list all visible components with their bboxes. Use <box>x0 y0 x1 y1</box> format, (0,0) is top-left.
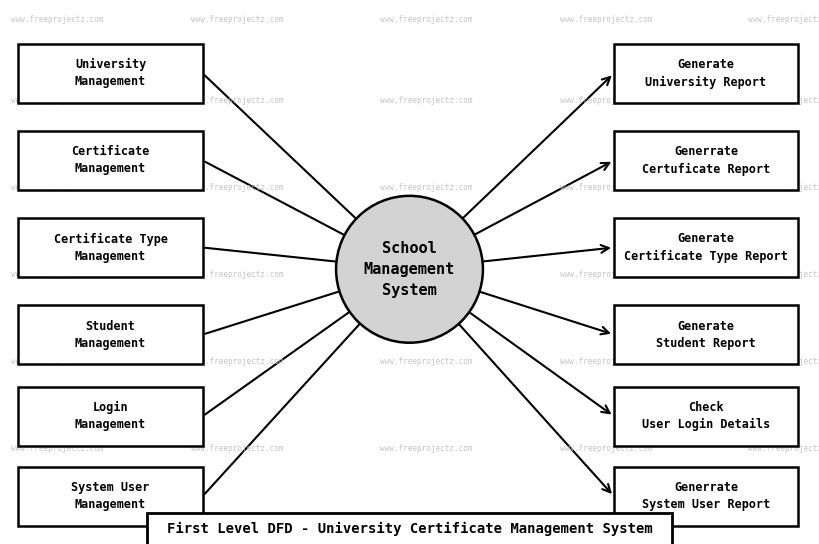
Text: Certificate
Management: Certificate Management <box>71 145 150 176</box>
Text: www.freeprojectz.com: www.freeprojectz.com <box>11 357 103 366</box>
Text: www.freeprojectz.com: www.freeprojectz.com <box>192 183 283 192</box>
Bar <box>19 218 202 277</box>
Bar <box>613 305 798 364</box>
Bar <box>19 305 202 364</box>
Text: www.freeprojectz.com: www.freeprojectz.com <box>749 183 819 192</box>
Ellipse shape <box>336 196 483 343</box>
Text: www.freeprojectz.com: www.freeprojectz.com <box>11 270 103 279</box>
Bar <box>19 467 202 526</box>
Text: www.freeprojectz.com: www.freeprojectz.com <box>380 444 472 453</box>
Text: www.freeprojectz.com: www.freeprojectz.com <box>380 357 472 366</box>
Text: www.freeprojectz.com: www.freeprojectz.com <box>749 270 819 279</box>
Bar <box>19 44 202 103</box>
Text: www.freeprojectz.com: www.freeprojectz.com <box>380 270 472 279</box>
Text: Check
User Login Details: Check User Login Details <box>642 401 770 431</box>
Text: www.freeprojectz.com: www.freeprojectz.com <box>749 15 819 23</box>
Text: www.freeprojectz.com: www.freeprojectz.com <box>749 357 819 366</box>
Text: www.freeprojectz.com: www.freeprojectz.com <box>560 183 652 192</box>
Text: www.freeprojectz.com: www.freeprojectz.com <box>560 444 652 453</box>
Text: Generrate
Certuficate Report: Generrate Certuficate Report <box>642 145 770 176</box>
Text: www.freeprojectz.com: www.freeprojectz.com <box>11 183 103 192</box>
Text: www.freeprojectz.com: www.freeprojectz.com <box>560 15 652 23</box>
Text: School
Management
System: School Management System <box>364 241 455 298</box>
Text: www.freeprojectz.com: www.freeprojectz.com <box>11 96 103 105</box>
Bar <box>613 467 798 526</box>
Text: Certificate Type
Management: Certificate Type Management <box>53 232 168 263</box>
Text: www.freeprojectz.com: www.freeprojectz.com <box>192 96 283 105</box>
Text: Generrate
System User Report: Generrate System User Report <box>642 481 770 511</box>
Bar <box>613 387 798 446</box>
Text: www.freeprojectz.com: www.freeprojectz.com <box>560 270 652 279</box>
Bar <box>147 513 672 544</box>
Text: www.freeprojectz.com: www.freeprojectz.com <box>560 96 652 105</box>
Text: Generate
Student Report: Generate Student Report <box>656 319 756 350</box>
Text: www.freeprojectz.com: www.freeprojectz.com <box>749 444 819 453</box>
Text: www.freeprojectz.com: www.freeprojectz.com <box>749 96 819 105</box>
Text: www.freeprojectz.com: www.freeprojectz.com <box>380 96 472 105</box>
Text: Generate
University Report: Generate University Report <box>645 58 767 89</box>
Bar <box>613 131 798 190</box>
Text: Login
Management: Login Management <box>75 401 146 431</box>
Text: www.freeprojectz.com: www.freeprojectz.com <box>380 15 472 23</box>
Text: www.freeprojectz.com: www.freeprojectz.com <box>11 15 103 23</box>
Text: System User
Management: System User Management <box>71 481 150 511</box>
Text: University
Management: University Management <box>75 58 146 89</box>
Bar <box>19 131 202 190</box>
Text: Student
Management: Student Management <box>75 319 146 350</box>
Text: First Level DFD - University Certificate Management System: First Level DFD - University Certificate… <box>166 522 653 536</box>
Text: Generate
Certificate Type Report: Generate Certificate Type Report <box>624 232 788 263</box>
Text: www.freeprojectz.com: www.freeprojectz.com <box>192 270 283 279</box>
Text: www.freeprojectz.com: www.freeprojectz.com <box>192 444 283 453</box>
Text: www.freeprojectz.com: www.freeprojectz.com <box>560 357 652 366</box>
Text: www.freeprojectz.com: www.freeprojectz.com <box>192 15 283 23</box>
Bar <box>613 218 798 277</box>
Text: www.freeprojectz.com: www.freeprojectz.com <box>11 444 103 453</box>
Bar <box>19 387 202 446</box>
Bar <box>613 44 798 103</box>
Text: www.freeprojectz.com: www.freeprojectz.com <box>380 183 472 192</box>
Text: www.freeprojectz.com: www.freeprojectz.com <box>192 357 283 366</box>
